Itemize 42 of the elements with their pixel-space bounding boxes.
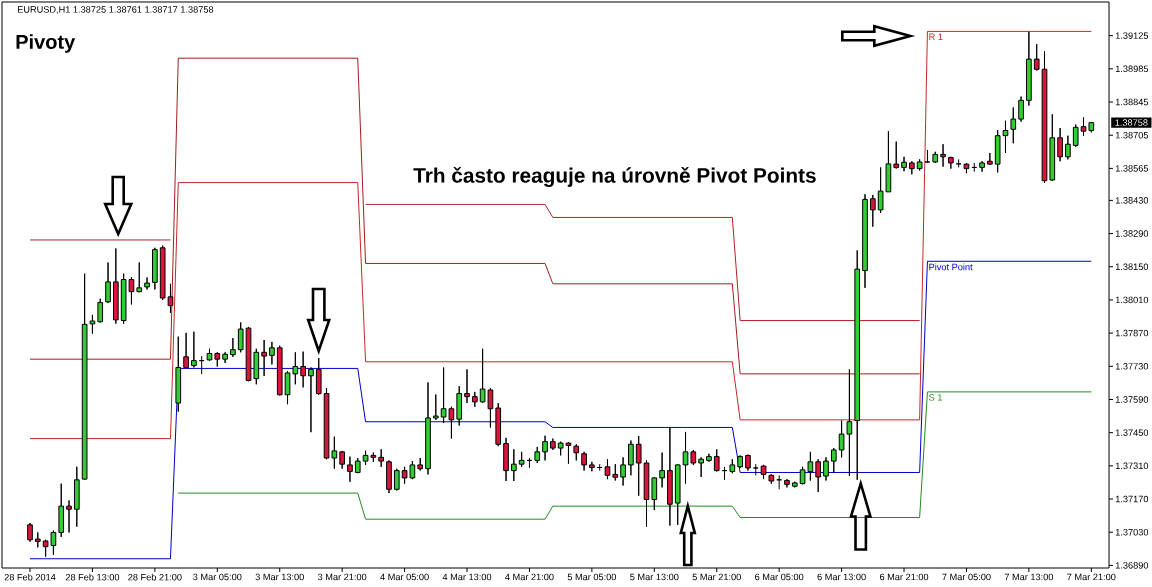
y-tick-label: 1.37450 [1115,429,1149,436]
x-tick-label: 5 Mar 05:00 [567,573,617,581]
x-tick-label: 28 Feb 21:00 [128,573,182,581]
y-tick-label: 1.36890 [1115,562,1149,569]
x-tick-label: 5 Mar 13:00 [630,573,679,581]
x-tick-label: 4 Mar 05:00 [380,573,429,581]
series-label: S 1 [929,394,942,401]
x-tick-label: 6 Mar 05:00 [755,573,804,581]
y-tick-label: 1.38010 [1115,296,1149,304]
y-tick-label: 1.38290 [1115,230,1149,237]
x-tick-label: 6 Mar 13:00 [817,573,866,581]
y-tick-label: 1.37310 [1115,462,1149,470]
y-tick-label: 1.38565 [1115,165,1149,172]
x-tick-label: 7 Mar 13:00 [1004,573,1054,581]
x-tick-label: 28 Feb 13:00 [65,573,120,581]
x-tick-label: 3 Mar 21:00 [317,573,367,581]
y-tick-label: 1.38150 [1115,263,1149,271]
y-tick-label: 1.37030 [1115,528,1149,536]
y-tick-label: 1.38845 [1115,98,1149,106]
y-tick-label: 1.38985 [1115,65,1149,73]
x-tick-label: 7 Mar 21:00 [1067,573,1116,581]
text: Pivoty [16,34,76,53]
x-tick-label: 4 Mar 21:00 [505,573,554,581]
y-tick-label: 1.37870 [1115,329,1149,337]
x-tick-label: 5 Mar 21:00 [692,573,741,581]
y-tick-label: 1.38430 [1115,197,1149,204]
series-label: Pivot Point [929,263,973,271]
x-tick-label: 7 Mar 05:00 [942,573,991,581]
text: 1.38758 [1115,119,1148,126]
y-tick-label: 1.37170 [1115,495,1149,503]
annotation: Trh často reaguje na úrovně Pivot Points [413,167,816,187]
y-tick-label: 1.37730 [1115,363,1149,370]
y-tick-label: 1.39125 [1115,32,1149,39]
series-label: R 1 [929,33,943,40]
x-tick-label: 3 Mar 13:00 [255,573,304,581]
y-tick-label: 1.38705 [1115,131,1149,139]
y-tick-label: 1.37590 [1115,396,1149,403]
x-tick-label: 3 Mar 05:00 [193,573,242,581]
chart-subtitle: EURUSD,H1 1.38725 1.38761 1.38717 1.38758 [17,6,214,14]
x-tick-label: 6 Mar 21:00 [879,573,929,581]
x-tick-label: 28 Feb 2014 [4,573,56,581]
x-tick-label: 4 Mar 13:00 [442,573,492,581]
